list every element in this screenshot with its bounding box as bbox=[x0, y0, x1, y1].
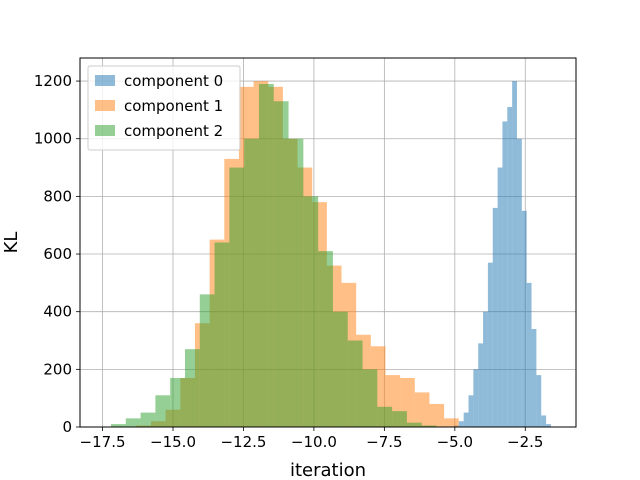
y-tick-label: 400 bbox=[43, 303, 72, 321]
histogram-bar-component-2 bbox=[199, 294, 215, 427]
histogram-bar-component-0 bbox=[478, 343, 484, 427]
x-tick-label: −7.5 bbox=[366, 433, 402, 451]
x-tick-label: −15.0 bbox=[150, 433, 196, 451]
histogram-bar-component-0 bbox=[541, 415, 547, 427]
x-tick-label: −2.5 bbox=[507, 433, 543, 451]
legend: component 0 component 1 component 2 bbox=[87, 65, 241, 151]
x-tick-label: −12.5 bbox=[220, 433, 266, 451]
histogram-bar-component-1 bbox=[429, 403, 445, 427]
histogram-bar-component-2 bbox=[229, 167, 245, 427]
histogram-bar-component-2 bbox=[111, 424, 126, 427]
grid bbox=[80, 58, 576, 428]
plot-frame bbox=[79, 57, 577, 428]
histogram-bar-component-2 bbox=[184, 349, 200, 427]
y-tick-label: 1200 bbox=[34, 72, 72, 90]
axis-ticks: −17.5 −15.0 −12.5 −10.0 −7.5 −5.0 −2.5 0 200 400 6… bbox=[34, 72, 544, 451]
histogram-bar-component-0 bbox=[521, 210, 527, 427]
histogram-bar-component-0 bbox=[546, 424, 551, 427]
legend-box bbox=[87, 65, 241, 151]
histogram-bar-component-0 bbox=[512, 81, 517, 427]
legend-label: component 1 bbox=[124, 97, 223, 115]
histogram-bar-component-2 bbox=[362, 369, 378, 427]
histogram-bar-component-2 bbox=[214, 242, 230, 427]
histogram-bar-component-2 bbox=[421, 425, 437, 427]
histogram-bar-component-2 bbox=[377, 406, 393, 427]
histogram-bar-component-2 bbox=[318, 251, 333, 427]
y-tick-label: 0 bbox=[62, 418, 72, 436]
histogram-bar-component-0 bbox=[507, 107, 513, 427]
histogram-bar-component-2 bbox=[406, 422, 422, 427]
y-tick-label: 1000 bbox=[34, 130, 72, 148]
histogram-bar-component-1 bbox=[414, 392, 430, 427]
histogram-bar-component-0 bbox=[473, 369, 479, 427]
legend-swatch bbox=[95, 100, 115, 111]
x-axis-label: iteration bbox=[290, 460, 366, 480]
histogram-bar-component-2 bbox=[258, 83, 274, 427]
histogram-bars bbox=[111, 81, 551, 427]
histogram-bar-component-1 bbox=[444, 418, 459, 427]
histogram-bar-component-2 bbox=[170, 377, 185, 427]
legend-swatch bbox=[95, 75, 115, 86]
x-tick-label: −10.0 bbox=[291, 433, 337, 451]
y-tick-label: 800 bbox=[43, 187, 72, 205]
histogram-bar-component-2 bbox=[155, 395, 171, 427]
histogram-bar-component-0 bbox=[502, 121, 508, 427]
legend-label: component 0 bbox=[124, 72, 223, 90]
y-tick-label: 200 bbox=[43, 360, 72, 378]
histogram-bar-component-2 bbox=[140, 412, 156, 427]
histogram-bar-component-0 bbox=[531, 328, 537, 427]
legend-swatch bbox=[95, 125, 115, 136]
histogram-bar-component-2 bbox=[125, 418, 141, 427]
histogram-bar-component-2 bbox=[347, 340, 363, 427]
histogram-bar-component-2 bbox=[303, 196, 319, 427]
histogram-bar-component-0 bbox=[497, 167, 503, 427]
histogram-bar-component-0 bbox=[526, 282, 532, 427]
x-tick-label: −5.0 bbox=[437, 433, 473, 451]
histogram-bar-component-0 bbox=[483, 311, 488, 427]
histogram-bar-component-2 bbox=[288, 138, 304, 427]
histogram-bar-component-0 bbox=[468, 395, 474, 427]
histogram-bar-component-2 bbox=[332, 311, 348, 427]
x-tick-label: −17.5 bbox=[80, 433, 126, 451]
histogram-bar-component-2 bbox=[244, 138, 259, 427]
y-tick-label: 600 bbox=[43, 245, 72, 263]
histogram-bar-component-2 bbox=[392, 411, 407, 427]
histogram-bar-component-0 bbox=[463, 412, 469, 427]
histogram-bar-component-0 bbox=[516, 138, 522, 427]
legend-label: component 2 bbox=[124, 122, 223, 140]
histogram-bar-component-0 bbox=[492, 207, 498, 427]
y-axis-label: KL bbox=[1, 232, 22, 254]
histogram-bar-component-2 bbox=[273, 101, 289, 427]
histogram-bar-component-0 bbox=[458, 421, 464, 427]
histogram-bar-component-0 bbox=[487, 262, 493, 427]
histogram-bar-component-0 bbox=[536, 375, 542, 427]
